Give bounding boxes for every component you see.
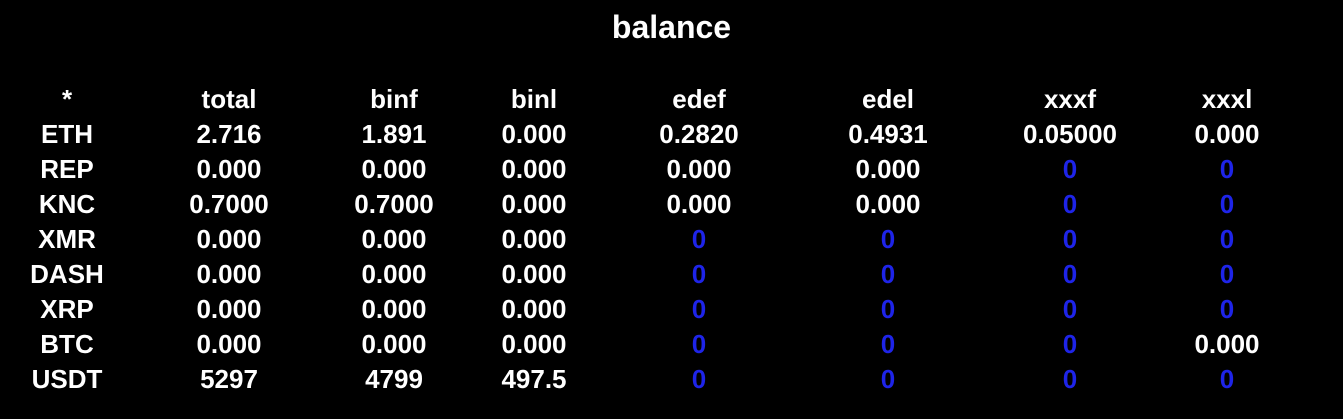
table-cell: ETH [41,119,93,149]
table-cell: 0.000 [361,259,427,289]
table-cell: 0.000 [501,189,567,219]
table-cell: 0.000 [501,154,567,184]
table-cell: 0 [691,294,707,324]
table-cell: 0.000 [196,224,262,254]
table-cell: DASH [30,259,104,289]
table-cell: 0 [1062,189,1078,219]
table-cell: 0.000 [361,329,427,359]
table-cell: 0.000 [196,294,262,324]
table-cell: 0.000 [855,189,921,219]
table-cell: 0.2820 [659,119,739,149]
column-header: binl [510,84,558,114]
table-cell: 2.716 [196,119,262,149]
balance-table: * total binf binl edef edel xxxf xxxl ET… [0,82,1343,397]
table-cell: 0 [691,224,707,254]
table-row: XMR 0.000 0.000 0.000 0 0 0 0 [0,222,1343,257]
table-cell: 0 [1219,189,1235,219]
table-row: ETH 2.716 1.891 0.000 0.2820 0.4931 0.05… [0,117,1343,152]
table-row: KNC 0.7000 0.7000 0.000 0.000 0.000 0 0 [0,187,1343,222]
table-cell: XMR [38,224,96,254]
table-cell: 0.000 [501,119,567,149]
table-cell: 0 [880,329,896,359]
table-cell: 0 [1219,294,1235,324]
table-cell: 0 [880,294,896,324]
table-cell: BTC [40,329,94,359]
table-cell: 0.000 [361,294,427,324]
table-cell: 497.5 [501,364,567,394]
table-cell: 0.4931 [848,119,928,149]
table-cell: 0.000 [501,329,567,359]
table-cell: 0 [880,224,896,254]
table-cell: 0 [880,259,896,289]
table-row: BTC 0.000 0.000 0.000 0 0 0 0.000 [0,327,1343,362]
table-cell: 0.000 [666,154,732,184]
table-cell: 1.891 [361,119,427,149]
table-cell: 0.000 [501,294,567,324]
page-title: balance [611,9,732,45]
table-row: XRP 0.000 0.000 0.000 0 0 0 0 [0,292,1343,327]
column-header: edel [861,84,915,114]
table-cell: 0 [1062,294,1078,324]
table-cell: 0.000 [501,259,567,289]
table-cell: 0 [1062,259,1078,289]
table-cell: 0 [1219,224,1235,254]
table-cell: KNC [38,189,96,219]
table-row: REP 0.000 0.000 0.000 0.000 0.000 0 0 [0,152,1343,187]
table-cell: XRP [40,294,94,324]
table-cell: 0.000 [1194,329,1260,359]
table-cell: 0 [880,364,896,394]
table-cell: 0.000 [196,154,262,184]
column-header: total [201,84,257,114]
table-cell: 0 [1219,154,1235,184]
table-cell: 0 [691,329,707,359]
table-cell: 0 [1219,259,1235,289]
table-cell: 0 [1062,224,1078,254]
table-cell: 0.000 [196,259,262,289]
table-cell: 0.000 [361,154,427,184]
column-header: xxxf [1043,84,1097,114]
column-header: * [61,84,73,114]
table-cell: 0 [1062,154,1078,184]
column-header: binf [370,84,418,114]
table-cell: 0 [1062,364,1078,394]
table-row: DASH 0.000 0.000 0.000 0 0 0 0 [0,257,1343,292]
table-cell: 0.000 [855,154,921,184]
table-cell: 0.000 [196,329,262,359]
table-cell: USDT [31,364,103,394]
table-cell: 0.000 [501,224,567,254]
table-header-row: * total binf binl edef edel xxxf xxxl [0,82,1343,117]
table-cell: 0 [691,259,707,289]
table-cell: 5297 [200,364,258,394]
table-cell: 0.000 [1194,119,1260,149]
column-header: xxxl [1201,84,1253,114]
table-cell: 0.000 [666,189,732,219]
table-cell: 0.000 [361,224,427,254]
table-cell: 4799 [365,364,423,394]
table-row: USDT 5297 4799 497.5 0 0 0 0 [0,362,1343,397]
table-cell: 0 [691,364,707,394]
table-cell: 0.7000 [354,189,434,219]
table-cell: 0 [1219,364,1235,394]
column-header: edef [672,84,726,114]
table-cell: 0 [1062,329,1078,359]
table-cell: 0.7000 [189,189,269,219]
table-cell: REP [40,154,94,184]
table-cell: 0.05000 [1023,119,1117,149]
